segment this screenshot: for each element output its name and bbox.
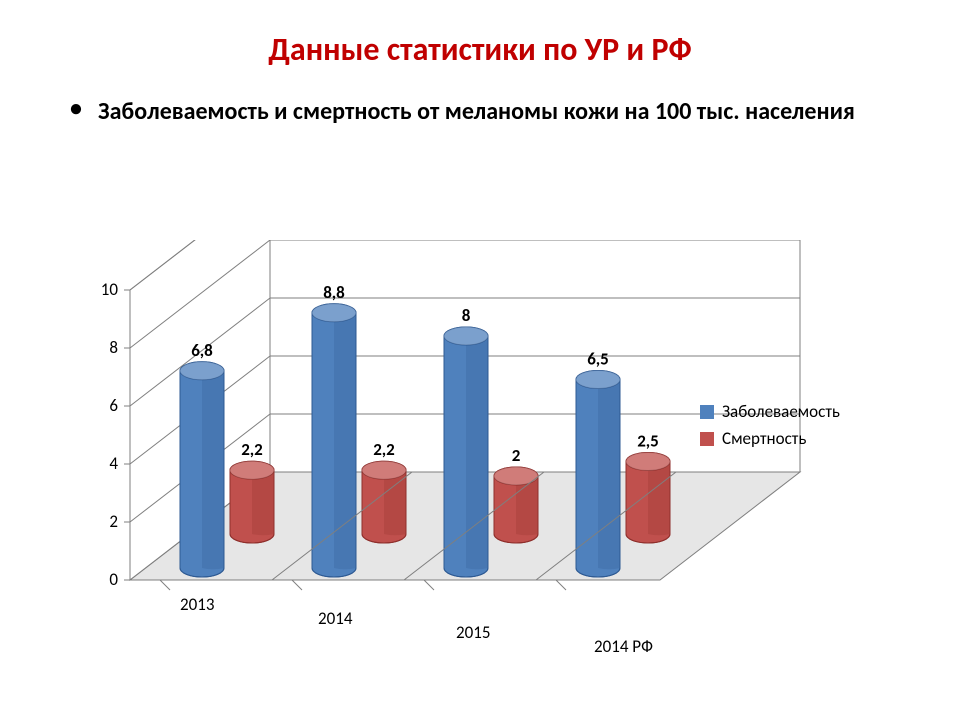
ytick-label: 8: [109, 337, 118, 358]
legend: Заболеваемость Смертность: [700, 395, 840, 455]
slide: Данные статистики по УР и РФ Заболеваемо…: [0, 0, 960, 720]
bar-top-highlight: [444, 327, 488, 345]
xtick-label: 2013: [180, 594, 214, 615]
bar-top-highlight: [362, 461, 406, 479]
bullet-item: Заболеваемость и смертность от меланомы …: [70, 97, 900, 127]
xtick: [556, 580, 566, 590]
chart: 0 2 4 6 8 10 6,8 8,8 8 6,5 2,2 2,2 2 2,5 2013 2014 2015 2…: [40, 240, 860, 660]
data-label: 2,2: [373, 439, 395, 460]
legend-item: Заболеваемость: [700, 401, 840, 422]
bar-top-highlight: [312, 304, 356, 322]
legend-label: Смертность: [722, 428, 806, 449]
xtick-label: 2015: [456, 622, 490, 643]
bar-top-highlight: [180, 362, 224, 380]
xtick: [160, 580, 170, 590]
data-label: 6,5: [587, 349, 609, 370]
legend-item: Смертность: [700, 428, 840, 449]
legend-swatch: [700, 432, 714, 446]
legend-label: Заболеваемость: [722, 401, 840, 422]
ytick-label: 4: [109, 453, 118, 474]
bar-top-highlight: [626, 453, 670, 471]
bullet-list: Заболеваемость и смертность от меланомы …: [70, 97, 900, 127]
xtick: [292, 580, 302, 590]
data-label: 6,8: [191, 340, 213, 361]
bar-shade: [598, 378, 620, 569]
data-label: 8,8: [323, 282, 345, 303]
bar-top-highlight: [576, 371, 620, 389]
data-label: 2: [512, 445, 521, 466]
ytick-label: 0: [109, 569, 118, 590]
bar-shade: [466, 335, 488, 569]
ytick-label: 2: [109, 511, 118, 532]
bar-shade: [648, 460, 670, 535]
data-label: 8: [462, 305, 471, 326]
ytick-label: 10: [101, 279, 119, 300]
bar-top-highlight: [230, 461, 274, 479]
data-label: 2,5: [637, 431, 659, 452]
xtick-label: 2014 РФ: [594, 636, 653, 657]
data-label: 2,2: [241, 439, 263, 460]
bar-shade: [334, 312, 356, 570]
xtick-label: 2014: [318, 608, 353, 629]
legend-swatch: [700, 405, 714, 419]
bar-shade: [202, 370, 224, 570]
ytick-label: 6: [109, 395, 118, 416]
xtick: [424, 580, 434, 590]
slide-title: Данные статистики по УР и РФ: [0, 0, 960, 69]
